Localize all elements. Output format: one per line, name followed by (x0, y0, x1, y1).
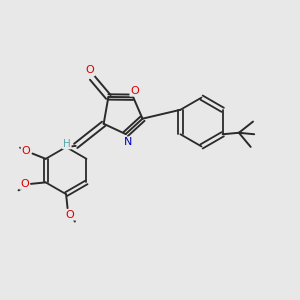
Text: O: O (130, 86, 139, 96)
Text: H: H (63, 139, 71, 148)
Text: N: N (124, 137, 132, 147)
Text: O: O (20, 179, 29, 189)
Text: O: O (65, 210, 74, 220)
Text: O: O (22, 146, 30, 156)
Text: O: O (85, 65, 94, 76)
